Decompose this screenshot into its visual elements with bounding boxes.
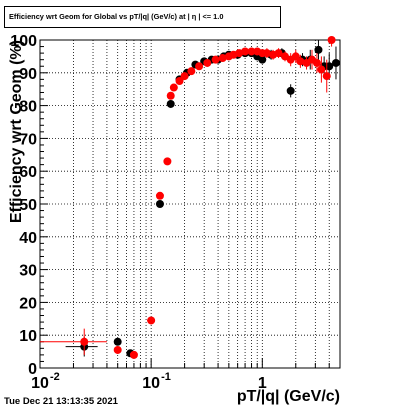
data-marker <box>286 86 295 95</box>
data-point <box>147 316 156 325</box>
data-point <box>322 59 331 93</box>
data-marker <box>327 36 336 44</box>
data-marker <box>322 72 331 81</box>
y-axis-title: Efficiency wrt Geom (%) <box>8 40 25 223</box>
y-tick-label: 60 <box>19 164 37 181</box>
data-point <box>113 345 122 354</box>
x-tick-exponent: -2 <box>50 371 60 383</box>
data-point <box>203 58 212 67</box>
data-marker <box>211 55 220 64</box>
data-point <box>296 54 305 68</box>
data-marker <box>203 58 212 67</box>
data-marker <box>312 58 321 67</box>
data-point <box>40 328 107 355</box>
data-marker <box>187 67 196 76</box>
y-tick-label: 100 <box>10 33 37 50</box>
x-tick-label: 1 <box>258 375 267 392</box>
data-point <box>327 36 336 47</box>
data-point <box>155 191 164 200</box>
data-marker <box>163 157 172 166</box>
y-tick-label: 0 <box>28 361 37 378</box>
data-marker <box>155 200 164 208</box>
data-marker <box>296 57 305 66</box>
y-tick-label: 90 <box>19 66 37 83</box>
x-tick-exponent: -1 <box>161 371 171 383</box>
y-tick-label: 50 <box>19 197 37 214</box>
data-marker <box>155 191 164 200</box>
data-point <box>195 62 204 71</box>
y-tick-label: 20 <box>19 295 37 312</box>
data-marker <box>129 350 138 359</box>
data-marker <box>169 83 178 92</box>
data-marker <box>80 337 89 346</box>
data-marker <box>274 49 283 58</box>
data-point <box>166 91 175 100</box>
data-point <box>155 200 164 208</box>
data-marker <box>147 316 156 325</box>
x-tick-label: 10 <box>142 375 160 392</box>
data-marker <box>166 99 175 108</box>
data-marker <box>175 77 184 85</box>
x-axis-title: pT/|q| (GeV/c) <box>237 388 340 405</box>
data-marker <box>166 91 175 100</box>
data-point <box>113 337 122 346</box>
chart-title: Efficiency wrt Geom for Global vs pT/|q|… <box>4 6 281 28</box>
data-marker <box>218 54 227 63</box>
data-point <box>286 84 295 98</box>
data-marker <box>180 72 189 81</box>
data-point <box>274 48 283 59</box>
data-point <box>211 55 220 64</box>
data-point <box>241 47 250 56</box>
x-tick-label: 10 <box>31 375 49 392</box>
data-marker <box>262 49 271 58</box>
data-point <box>187 67 196 76</box>
data-marker <box>241 47 250 56</box>
data-marker <box>113 345 122 354</box>
data-marker <box>258 55 267 64</box>
data-series <box>40 36 340 359</box>
y-tick-label: 40 <box>19 230 37 247</box>
data-point <box>129 350 138 359</box>
data-point <box>175 77 184 85</box>
data-point <box>169 83 178 92</box>
data-point <box>262 48 271 59</box>
grid-lines <box>40 40 341 368</box>
data-point <box>247 47 256 56</box>
data-point <box>331 46 340 80</box>
y-tick-label: 10 <box>19 328 37 345</box>
y-tick-label: 80 <box>19 99 37 116</box>
data-point <box>180 72 189 81</box>
data-marker <box>317 65 326 74</box>
axes <box>39 39 341 369</box>
data-marker <box>247 47 256 56</box>
data-point <box>314 40 323 63</box>
y-tick-label: 70 <box>19 131 37 148</box>
data-marker <box>331 58 340 67</box>
data-point <box>163 157 172 166</box>
data-point <box>166 99 175 108</box>
data-marker <box>314 45 323 54</box>
data-point <box>258 55 267 64</box>
data-point <box>317 56 326 83</box>
data-point <box>218 54 227 63</box>
y-tick-label: 30 <box>19 263 37 280</box>
data-marker <box>113 337 122 346</box>
data-point <box>312 53 321 73</box>
timestamp-label: Tue Dec 21 13:13:35 2021 <box>4 396 118 407</box>
data-marker <box>195 62 204 71</box>
